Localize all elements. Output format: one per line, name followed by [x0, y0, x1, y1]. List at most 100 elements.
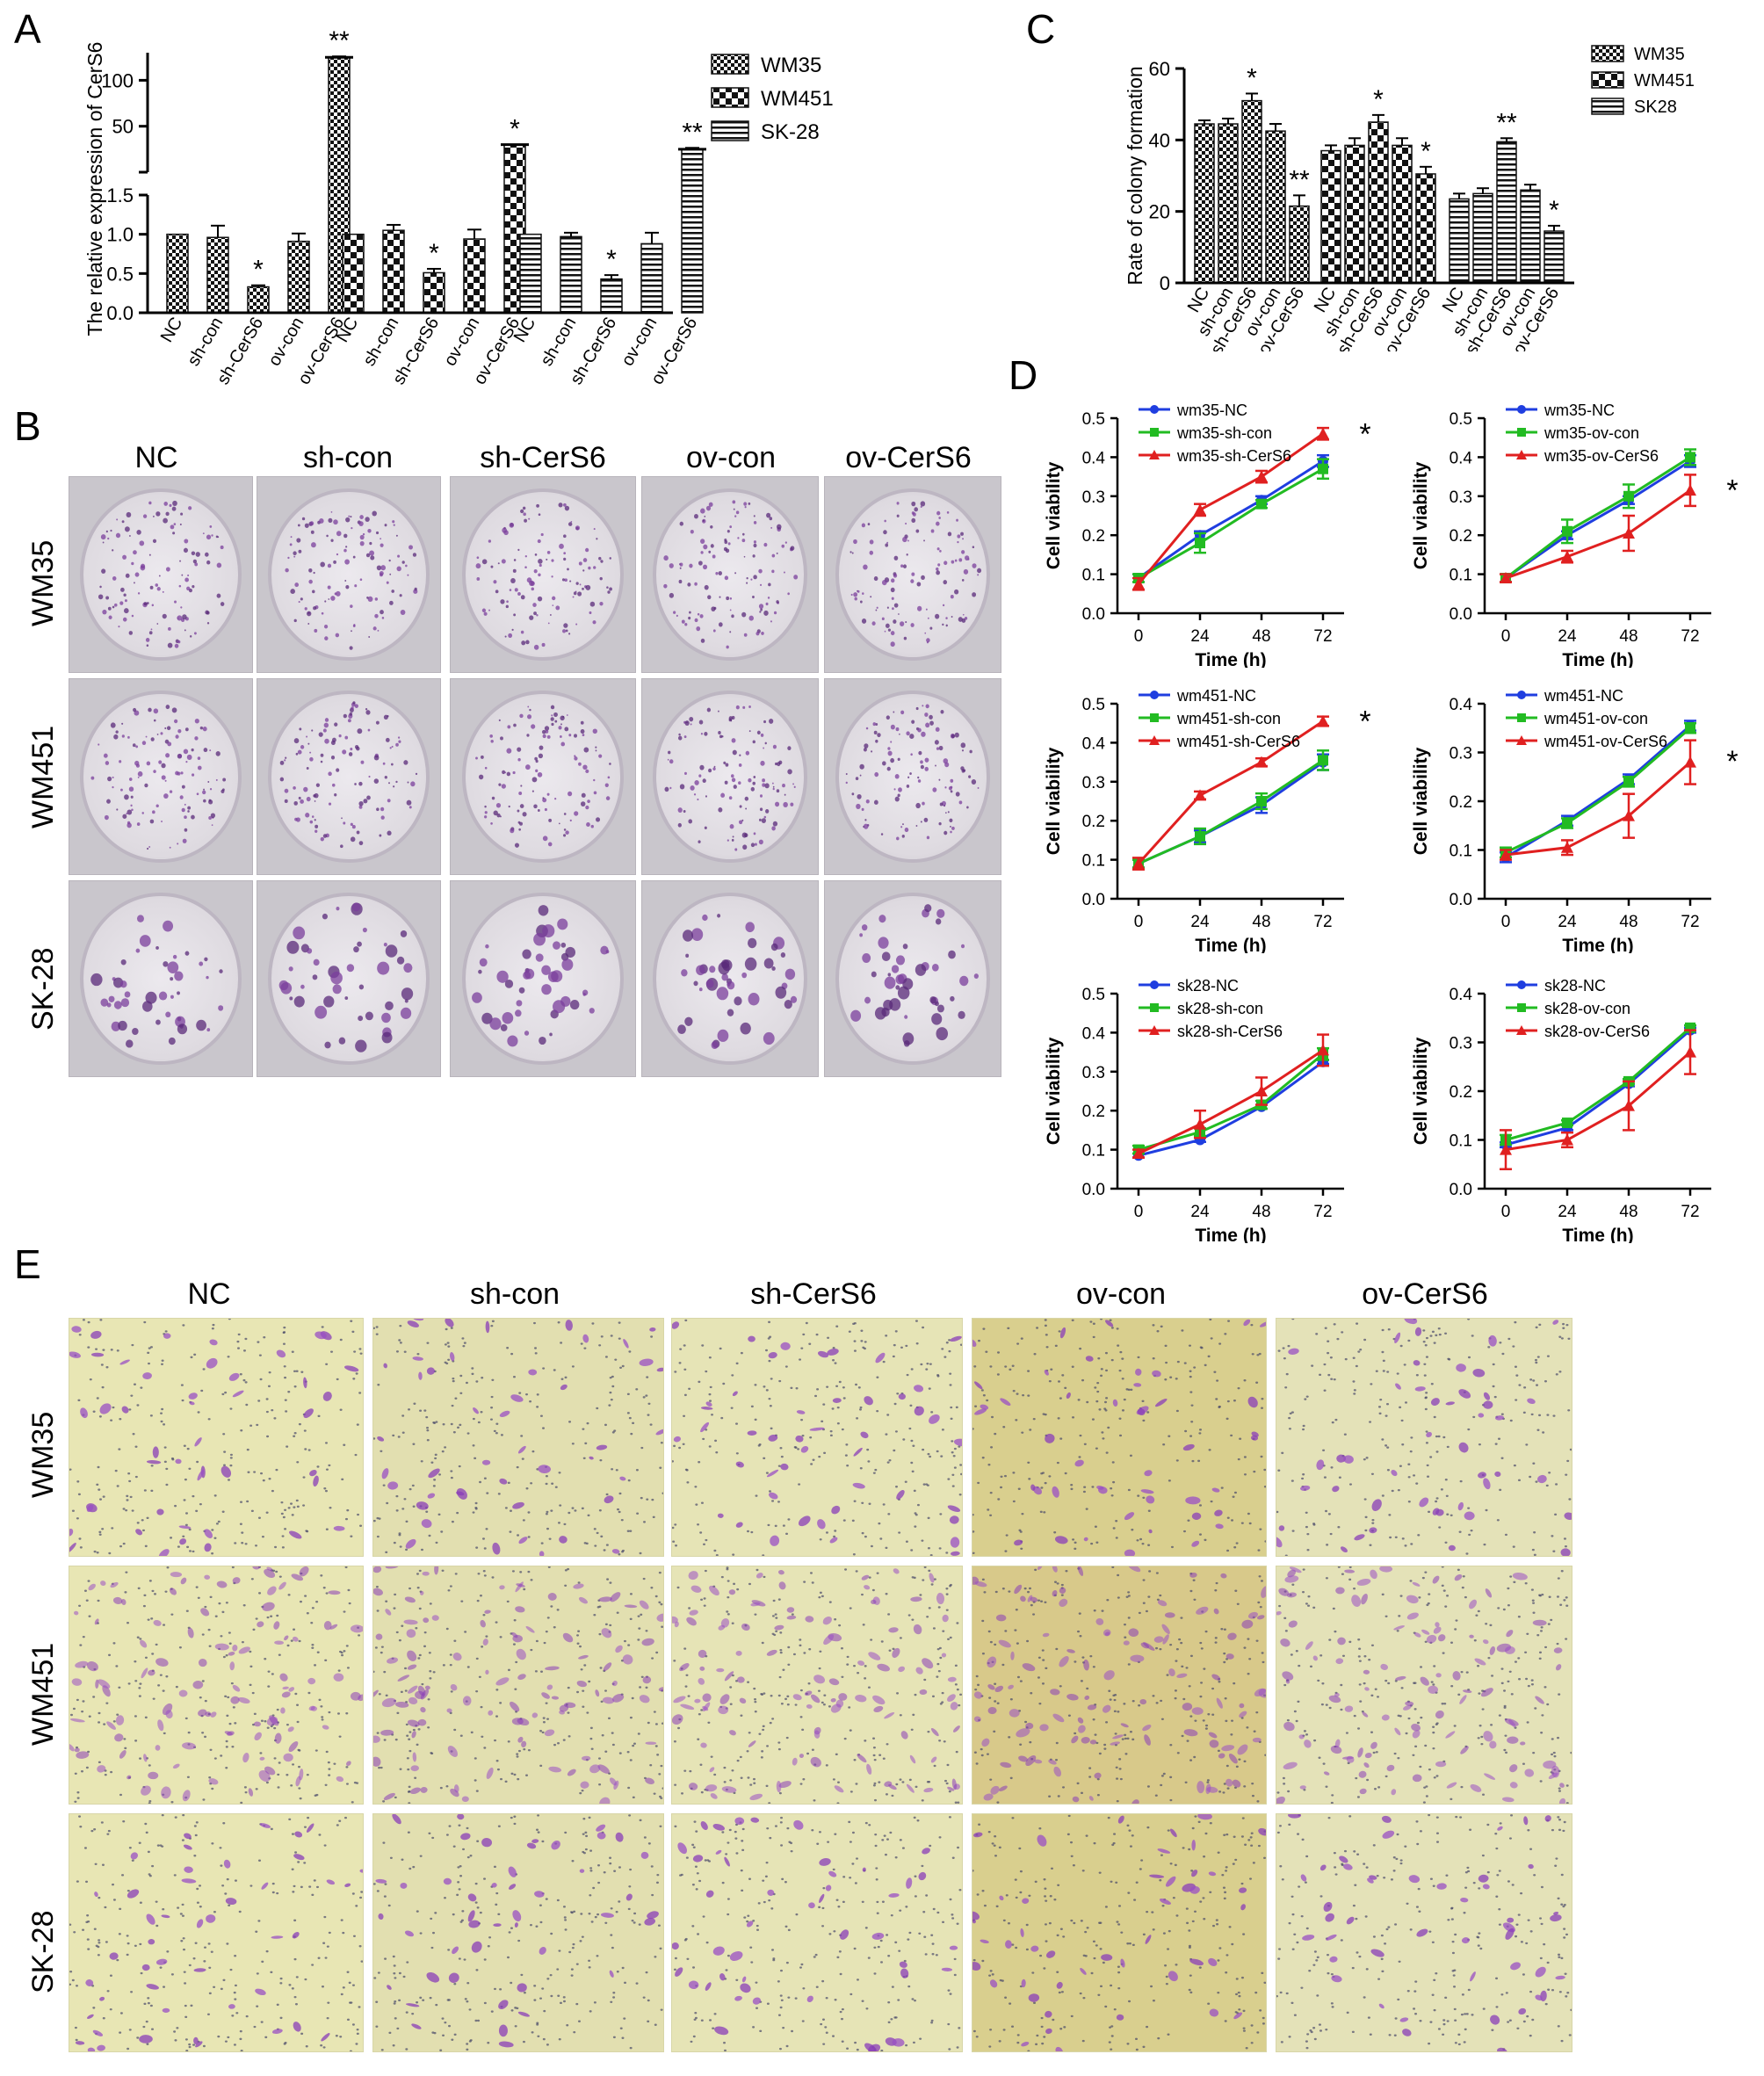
chartD1-y-tick-label: 0.2 [1082, 527, 1105, 546]
b-dish-image [450, 476, 636, 673]
chartD2-legend-label: wm35-ov-con [1544, 424, 1639, 442]
chartD6-point [1623, 1099, 1635, 1111]
b-plate [461, 488, 625, 661]
chartD6-legend-marker [1516, 1025, 1527, 1035]
a-bar [287, 240, 310, 314]
chartD4-point [1684, 756, 1696, 768]
b-colonies [845, 704, 980, 841]
chartD3-y-tick-label: 0.1 [1082, 852, 1105, 871]
chartD6-point [1562, 1118, 1572, 1129]
chartD3-legend-label: wm451-sh-con [1176, 710, 1281, 727]
c-legend-label: SK28 [1634, 98, 1677, 117]
chartD3-point [1132, 857, 1145, 870]
e-migration-image [372, 1318, 664, 1557]
e-column-label: sh-con [469, 1277, 560, 1311]
chartD4-point [1623, 776, 1634, 787]
b-plate [461, 893, 625, 1065]
b-column-label: sh-con [302, 441, 394, 474]
chartD2-legend-marker [1517, 405, 1526, 414]
chartD5-legend-marker [1150, 1003, 1159, 1012]
a-tick-label: 0.0 [106, 302, 134, 324]
chartD1-y-tick-label: 0.1 [1082, 567, 1105, 585]
chartD4-x-tick-label: 72 [1681, 913, 1699, 931]
chart-d5-sk28-sh: 0.0 0.1 0.2 0.3 0.4 0.5 0 24 48 72 Time (h) Cell vi… [1044, 977, 1344, 1243]
chartD3-xlabel: Time (h) [1195, 936, 1266, 953]
chartD6-point [1500, 1143, 1512, 1155]
panel-letter-d: D [1009, 352, 1038, 398]
chartD3-star: * [1359, 705, 1370, 739]
chartD1-legend-marker [1150, 428, 1159, 437]
b-plate [835, 691, 990, 863]
chartD2-series-line [1505, 456, 1691, 580]
c-bar [1544, 230, 1565, 284]
chartD3-x-tick-label: 48 [1252, 913, 1270, 931]
e-migration-image [972, 1318, 1267, 1557]
chartD5-legend-label: sk28-sh-CerS6 [1177, 1023, 1283, 1040]
chartD4-y-tick-label: 0.1 [1450, 843, 1472, 861]
chartD1-point [1256, 498, 1267, 510]
chartD4-series-line [1505, 761, 1691, 857]
b-dish-image [641, 880, 819, 1077]
chartD3-point [1195, 830, 1205, 842]
e-migration-image [1276, 1566, 1572, 1805]
c-bar [1194, 123, 1215, 284]
a-ylabel: The relative expression of CerS6 [83, 42, 106, 336]
e-migration-image [671, 1318, 963, 1557]
a-bar [640, 242, 663, 314]
a-legend-label: WM35 [761, 54, 821, 77]
a-bar [600, 278, 623, 314]
e-migration-image [1276, 1813, 1572, 2052]
chartD6-x-tick-label: 48 [1619, 1203, 1637, 1221]
c-tick-label: 40 [1149, 129, 1170, 151]
a-tick-label: 1.0 [106, 224, 134, 246]
chartD5-y-tick-label: 0.4 [1082, 1024, 1106, 1043]
chartD3-legend-marker [1149, 735, 1160, 745]
chartD2-ylabel: Cell viability [1411, 461, 1431, 569]
c-bar [1320, 149, 1341, 284]
panel-letter-c: C [1026, 6, 1056, 52]
chartD3-series-line [1137, 720, 1324, 865]
e-migration-image [69, 1566, 364, 1805]
chartD4-ylabel: Cell viability [1411, 747, 1431, 855]
panel-letter-b: B [14, 403, 41, 449]
chartD5-x-tick-label: 72 [1313, 1203, 1332, 1221]
a-bar [519, 233, 542, 314]
c-tick-label: 20 [1149, 201, 1170, 223]
c-legend-label: WM35 [1634, 45, 1685, 64]
c-bar [1289, 205, 1310, 284]
a-bar [342, 233, 365, 314]
chartD2-legend-label: wm35-ov-CerS6 [1544, 447, 1659, 465]
chartD2-point [1685, 452, 1695, 463]
b-colonies [98, 500, 225, 648]
c-tick-label: 0 [1160, 272, 1170, 294]
c-legend-swatch [1591, 98, 1624, 115]
chartD6-legend-label: sk28-ov-con [1544, 1000, 1630, 1017]
chartD5-point [1317, 1044, 1329, 1056]
chartD5-ylabel: Cell viability [1044, 1037, 1064, 1145]
chartD3-y-tick-label: 0.4 [1082, 734, 1106, 753]
b-colonies [285, 510, 418, 650]
c-star: * [1549, 196, 1559, 225]
chartD5-xlabel: Time (h) [1195, 1226, 1266, 1243]
chartD2-legend-marker [1517, 428, 1526, 437]
a-tick-label: 1.5 [106, 184, 134, 206]
chartD2-y-tick-label: 0.2 [1450, 527, 1472, 546]
a-star: * [253, 256, 264, 285]
a-bar [166, 233, 189, 314]
e-cells [373, 1566, 663, 1804]
a-legend-swatch [711, 54, 749, 75]
a-tick-label: 100 [101, 69, 134, 91]
c-bar [1520, 189, 1541, 284]
c-ylabel: Rate of colony formation [1124, 66, 1146, 285]
e-cells [1276, 1566, 1572, 1804]
chartD5-y-tick-label: 0.3 [1082, 1064, 1105, 1082]
b-colonies [90, 915, 224, 1048]
chartD2-point [1684, 484, 1696, 496]
chartD1-xlabel: Time (h) [1195, 650, 1266, 668]
chartD2-legend-marker [1516, 450, 1527, 459]
chartD6-y-tick-label: 0.1 [1450, 1132, 1472, 1151]
chartD6-legend-marker [1517, 1003, 1526, 1012]
chartD5-point [1132, 1147, 1145, 1160]
a-category-label: sh-con [537, 315, 580, 370]
chartD1-y-tick-label: 0.5 [1082, 410, 1105, 429]
